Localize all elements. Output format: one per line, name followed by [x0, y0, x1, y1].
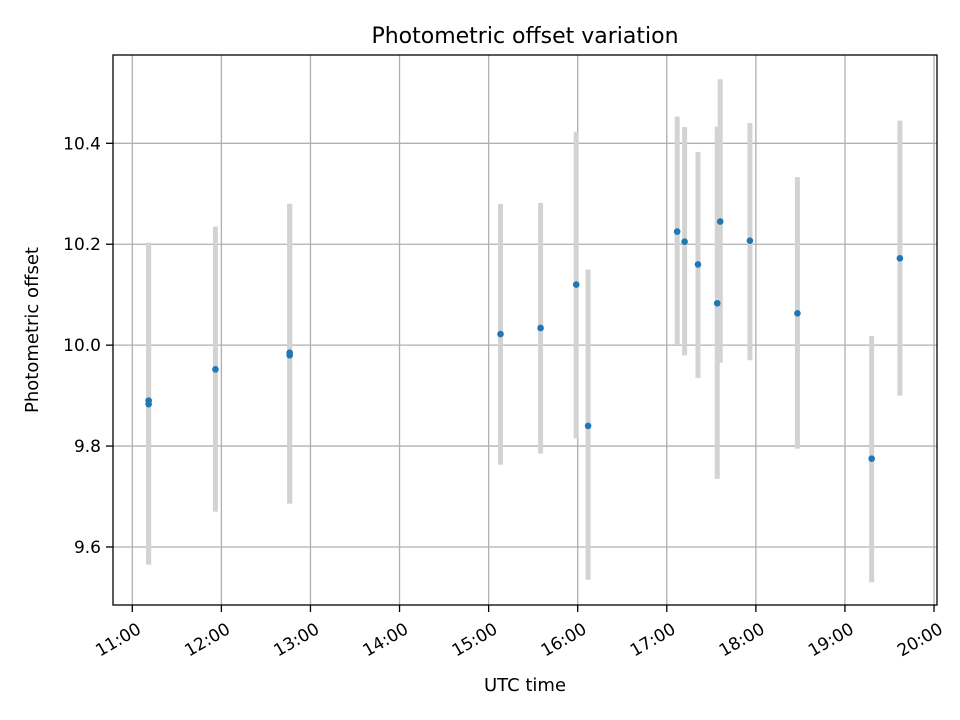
y-tick-label: 10.0 — [63, 336, 101, 356]
plot-frame — [112, 54, 938, 606]
y-tick-label: 10.4 — [63, 134, 101, 154]
data-point — [794, 310, 801, 317]
data-point — [673, 228, 681, 235]
data-point — [746, 237, 754, 244]
data-point — [497, 330, 504, 338]
data-point — [584, 422, 592, 430]
data-point — [713, 299, 721, 307]
data-point — [694, 261, 702, 268]
data-points — [145, 218, 904, 462]
chart-title: Photometric offset variation — [371, 24, 678, 49]
data-point — [868, 455, 875, 462]
data-point — [572, 281, 580, 288]
data-point — [286, 349, 293, 357]
data-point — [896, 255, 904, 262]
data-point — [145, 397, 152, 404]
y-tick-label: 9.8 — [74, 437, 101, 457]
data-point — [537, 324, 544, 332]
data-point — [716, 218, 724, 225]
data-point — [212, 366, 219, 373]
y-axis-label: Photometric offset — [22, 247, 43, 413]
y-tick-label: 9.6 — [74, 538, 101, 558]
data-point — [681, 238, 688, 245]
y-tick-label: 10.2 — [63, 235, 101, 255]
x-axis-label: UTC time — [484, 675, 566, 696]
